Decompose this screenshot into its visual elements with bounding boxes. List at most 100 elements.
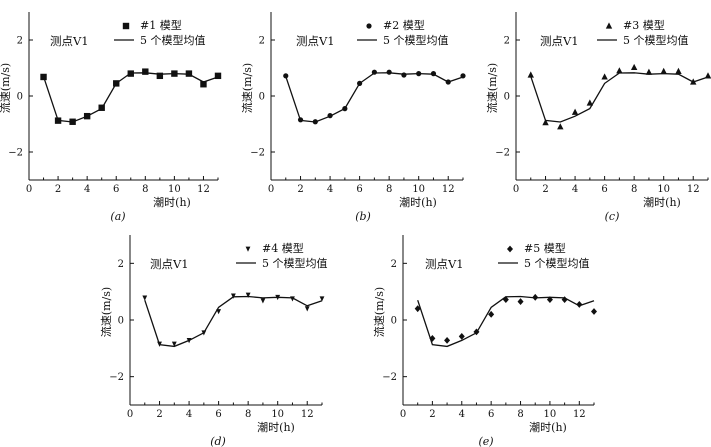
legend: #2 模型5 个模型均值 — [357, 18, 449, 47]
data-point — [260, 298, 266, 304]
series-model-markers — [283, 69, 466, 125]
series-line — [42, 72, 219, 123]
data-point — [200, 81, 207, 88]
legend: #5 模型5 个模型均值 — [498, 241, 590, 270]
x-tick-label: 6 — [488, 409, 494, 420]
panel-title: 测点V1 — [50, 34, 89, 48]
x-tick-label: 2 — [542, 184, 548, 195]
x-axis-label: 潮时(h) — [257, 420, 295, 434]
x-tick-label: 10 — [544, 409, 557, 420]
panel-title: 测点V1 — [150, 257, 189, 271]
chart-panel-d: −2 0 2 0 2 4 6 8 10 12 潮时(h) 流速(m/s) 测点V1 (d) #4 模型5 个… — [99, 235, 328, 447]
series-line — [144, 295, 323, 348]
x-tick-label: 12 — [687, 184, 700, 195]
legend-marker — [366, 23, 372, 29]
series-line — [417, 295, 595, 348]
data-point — [571, 108, 579, 115]
y-tick-label: 2 — [259, 36, 265, 47]
x-tick-label: 6 — [601, 184, 607, 195]
y-tick-label: 2 — [17, 36, 23, 47]
legend-marker — [605, 22, 613, 29]
panel-title: 测点V1 — [425, 257, 464, 271]
data-point — [591, 308, 597, 315]
chart-panel-b: −2 0 2 0 2 4 6 8 10 12 潮时(h) 流速(m/s) 测点V1 (b) #2 模型5 个… — [240, 12, 466, 223]
y-tick-label: 0 — [504, 92, 510, 103]
data-point — [586, 99, 594, 106]
series-mean-line — [285, 72, 464, 123]
series-mean-line — [417, 295, 595, 348]
x-tick-label: 12 — [573, 409, 586, 420]
x-axis-label: 潮时(h) — [153, 195, 191, 209]
x-tick-label: 0 — [127, 409, 133, 420]
x-tick-label: 12 — [442, 184, 455, 195]
x-tick-label: 8 — [386, 184, 392, 195]
x-tick-label: 10 — [657, 184, 670, 195]
x-tick-label: 2 — [297, 184, 303, 195]
data-point — [142, 295, 148, 301]
y-tick-label: 2 — [118, 259, 124, 270]
legend-entry: 5 个模型均值 — [383, 33, 449, 47]
panel-caption: (e) — [478, 435, 493, 447]
x-tick-label: 12 — [197, 184, 210, 195]
legend-entry: #4 模型 — [262, 241, 304, 255]
x-tick-label: 4 — [327, 184, 333, 195]
x-tick-label: 4 — [84, 184, 90, 195]
y-tick-label: −2 — [250, 148, 265, 159]
data-point — [142, 68, 149, 75]
x-tick-label: 6 — [356, 184, 362, 195]
data-point — [645, 68, 653, 75]
legend-entry: 5 个模型均值 — [140, 33, 206, 47]
y-axis-label: 流速(m/s) — [0, 63, 12, 113]
panel-caption: (a) — [110, 210, 125, 223]
x-tick-label: 10 — [412, 184, 425, 195]
x-tick-label: 2 — [55, 184, 61, 195]
panel-title: 测点V1 — [540, 34, 579, 48]
legend: #3 模型5 个模型均值 — [597, 18, 689, 47]
legend-entry: 5 个模型均值 — [524, 256, 590, 270]
data-point — [245, 292, 251, 298]
series-mean-line — [530, 72, 709, 123]
data-point — [660, 67, 667, 74]
x-tick-label: 0 — [268, 184, 274, 195]
panel-caption: (d) — [210, 435, 226, 447]
y-axis-label: 流速(m/s) — [99, 287, 113, 337]
x-tick-label: 6 — [113, 184, 119, 195]
x-axis-label: 潮时(h) — [529, 420, 567, 434]
legend-entry: #1 模型 — [140, 18, 182, 32]
panel-title: 测点V1 — [296, 34, 335, 48]
data-point — [630, 63, 638, 71]
y-tick-label: −2 — [382, 372, 397, 383]
data-point — [283, 73, 289, 79]
y-axis-label: 流速(m/s) — [485, 63, 499, 113]
x-axis-label: 潮时(h) — [399, 195, 437, 209]
x-tick-label: 0 — [400, 409, 406, 420]
data-point — [542, 119, 549, 126]
chart-panel-e: −2 0 2 0 2 4 6 8 10 12 潮时(h) 流速(m/s) 测点V1 (e) #5 模型5 个… — [372, 235, 597, 447]
x-tick-label: 10 — [271, 409, 284, 420]
y-axis-label: 流速(m/s) — [372, 287, 386, 337]
data-point — [171, 341, 177, 347]
x-tick-label: 0 — [513, 184, 519, 195]
x-tick-label: 2 — [156, 409, 162, 420]
legend-entry: 5 个模型均值 — [623, 33, 689, 47]
data-point — [444, 337, 451, 344]
x-tick-label: 8 — [245, 409, 251, 420]
data-point — [304, 306, 310, 312]
panel-caption: (b) — [355, 210, 371, 223]
panel-caption: (c) — [605, 210, 620, 223]
x-tick-label: 2 — [429, 409, 435, 420]
data-point — [414, 305, 421, 313]
data-point — [488, 310, 495, 318]
x-tick-label: 8 — [631, 184, 637, 195]
x-tick-label: 8 — [142, 184, 148, 195]
data-point — [576, 301, 583, 308]
data-point — [230, 293, 236, 299]
series-model-markers — [414, 293, 597, 344]
data-point — [214, 72, 222, 80]
data-point — [319, 296, 325, 302]
series-line — [530, 72, 709, 123]
y-axis-label: 流速(m/s) — [240, 63, 254, 113]
chart-panel-a: −2 0 2 0 2 4 6 8 10 12 潮时(h) 流速(m/s) 测点V1 (a) #1 模型5 个… — [0, 12, 222, 223]
data-point — [527, 71, 534, 78]
